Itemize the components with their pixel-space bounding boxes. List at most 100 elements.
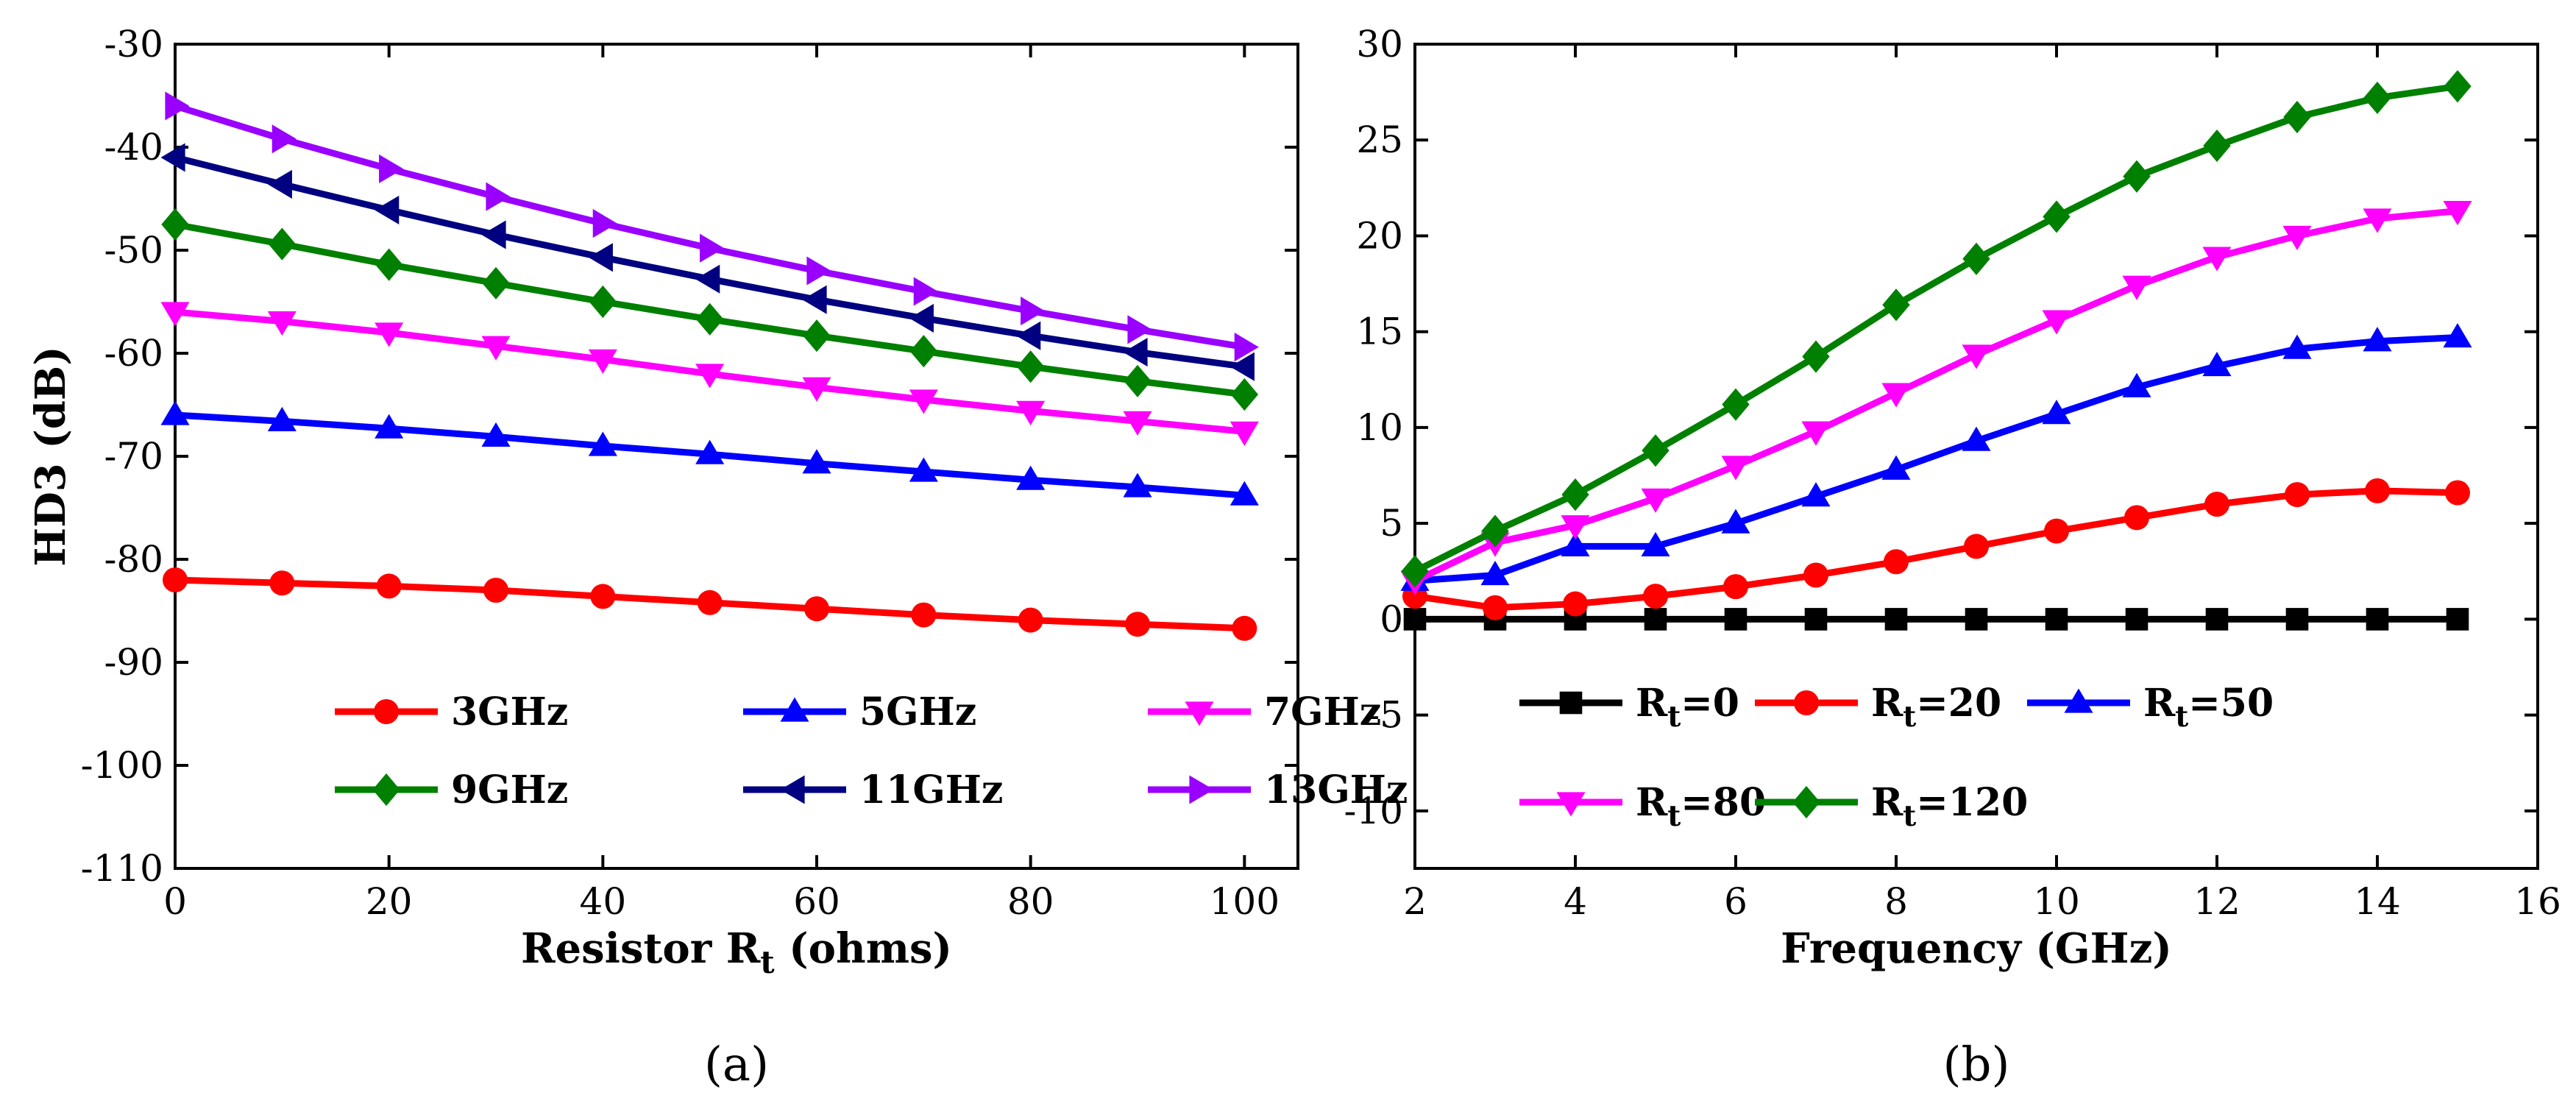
- legend-label-sub: t: [1667, 799, 1681, 833]
- data-point: [1016, 465, 1046, 490]
- y-tick-label: -40: [104, 126, 163, 169]
- data-point: [588, 431, 617, 456]
- data-point: [375, 414, 404, 439]
- data-point: [1016, 350, 1045, 383]
- x-tick-label: 4: [1564, 880, 1587, 923]
- data-point: [1483, 595, 1508, 620]
- data-point: [2042, 310, 2071, 335]
- data-point: [802, 449, 831, 474]
- x-tick-label: 0: [163, 880, 187, 923]
- data-point: [1230, 378, 1259, 411]
- x-axis-title-main: Resistor R: [521, 924, 761, 973]
- data-point: [1801, 421, 1831, 446]
- data-point: [1882, 288, 1910, 322]
- series-2: [160, 302, 1259, 446]
- data-point: [1884, 608, 1908, 631]
- data-point: [2285, 482, 2310, 508]
- y-tick-label: -90: [104, 641, 163, 684]
- data-point: [1962, 426, 1991, 451]
- data-point: [2363, 327, 2392, 352]
- legend-label-main: 3GHz: [451, 690, 568, 734]
- data-point: [700, 233, 725, 263]
- series-4: [160, 143, 1255, 381]
- y-tick-label: -30: [104, 23, 163, 65]
- data-point: [804, 596, 829, 622]
- data-point: [1403, 608, 1427, 631]
- legend-label-main: R: [1636, 780, 1668, 825]
- x-tick-label: 10: [2033, 880, 2080, 923]
- data-point: [802, 377, 831, 402]
- legend-label-main: 9GHz: [451, 768, 568, 812]
- data-point: [376, 573, 402, 599]
- y-tick-label: -5: [1367, 694, 1403, 737]
- data-point: [160, 400, 190, 425]
- data-point: [590, 584, 616, 609]
- data-point: [1561, 531, 1590, 557]
- y-tick-label: -70: [104, 435, 163, 478]
- data-point: [1481, 514, 1509, 548]
- y-tick-label: 0: [1380, 598, 1403, 640]
- data-point: [1127, 315, 1152, 344]
- data-point: [481, 220, 506, 249]
- data-point: [2205, 608, 2229, 631]
- y-tick-label: 25: [1356, 118, 1403, 161]
- legend-label-suffix: =120: [1916, 780, 2028, 825]
- data-point: [161, 208, 189, 241]
- data-point: [2203, 129, 2231, 163]
- data-point: [2444, 70, 2472, 103]
- legend-swatch-marker: [372, 773, 400, 807]
- x-tick-label: 14: [2354, 880, 2401, 923]
- data-point: [1016, 400, 1046, 425]
- data-point: [272, 124, 297, 154]
- data-point: [1881, 383, 1911, 408]
- data-point: [1234, 333, 1259, 362]
- data-point: [2282, 334, 2312, 359]
- legend-label: 11GHz: [859, 768, 1003, 812]
- data-point: [2366, 608, 2389, 631]
- data-point: [802, 285, 827, 314]
- data-point: [1123, 411, 1152, 436]
- legend: 3GHz 5GHz 7GHz 9GHz 11GHz 13GHz: [335, 690, 1408, 812]
- data-point: [2445, 480, 2470, 506]
- legend-label-main: R: [2143, 681, 2176, 726]
- x-tick-label: 20: [366, 880, 413, 923]
- data-point: [1230, 421, 1259, 446]
- panel-caption: (a): [704, 1038, 769, 1092]
- data-point: [1125, 612, 1150, 637]
- data-point: [483, 578, 508, 603]
- legend-label-suffix: =20: [1916, 681, 2001, 726]
- data-point: [1722, 388, 1750, 421]
- data-point: [1230, 481, 1259, 506]
- data-point: [588, 349, 617, 374]
- data-point: [268, 227, 297, 261]
- legend-label-sub: t: [2175, 700, 2188, 734]
- x-tick-label: 100: [1210, 880, 1280, 923]
- legend-label-main: 5GHz: [859, 690, 976, 734]
- panel-b: 2 4 6 8 10 12 14 16 -10 -5 0 5 10 15 20 25 30 Frequency (…: [1344, 23, 2561, 1092]
- x-tick-label: 8: [1884, 880, 1908, 923]
- data-point: [911, 602, 937, 628]
- legend-label-suffix: =50: [2188, 681, 2274, 726]
- data-point: [1644, 608, 1667, 631]
- data-point: [1965, 608, 1988, 631]
- y-tick-label: 10: [1356, 406, 1403, 449]
- legend-label: Rt=0: [1636, 681, 1739, 734]
- data-point: [589, 285, 617, 319]
- legend-label-main: R: [1871, 681, 1903, 726]
- data-point: [1643, 584, 1668, 609]
- data-point: [1230, 352, 1255, 381]
- series-1: [1402, 478, 2470, 620]
- data-point: [375, 322, 404, 347]
- data-point: [1801, 482, 1831, 507]
- data-point: [2283, 100, 2311, 134]
- series-0: [1403, 608, 2469, 631]
- data-point: [2202, 247, 2232, 272]
- data-point: [695, 302, 724, 336]
- data-point: [1884, 549, 1909, 575]
- data-point: [2043, 200, 2071, 233]
- data-point: [267, 169, 292, 199]
- legend-label: 3GHz: [451, 690, 568, 734]
- data-point: [913, 277, 938, 306]
- x-tick-label: 16: [2514, 880, 2561, 923]
- series-line: [1414, 334, 2458, 584]
